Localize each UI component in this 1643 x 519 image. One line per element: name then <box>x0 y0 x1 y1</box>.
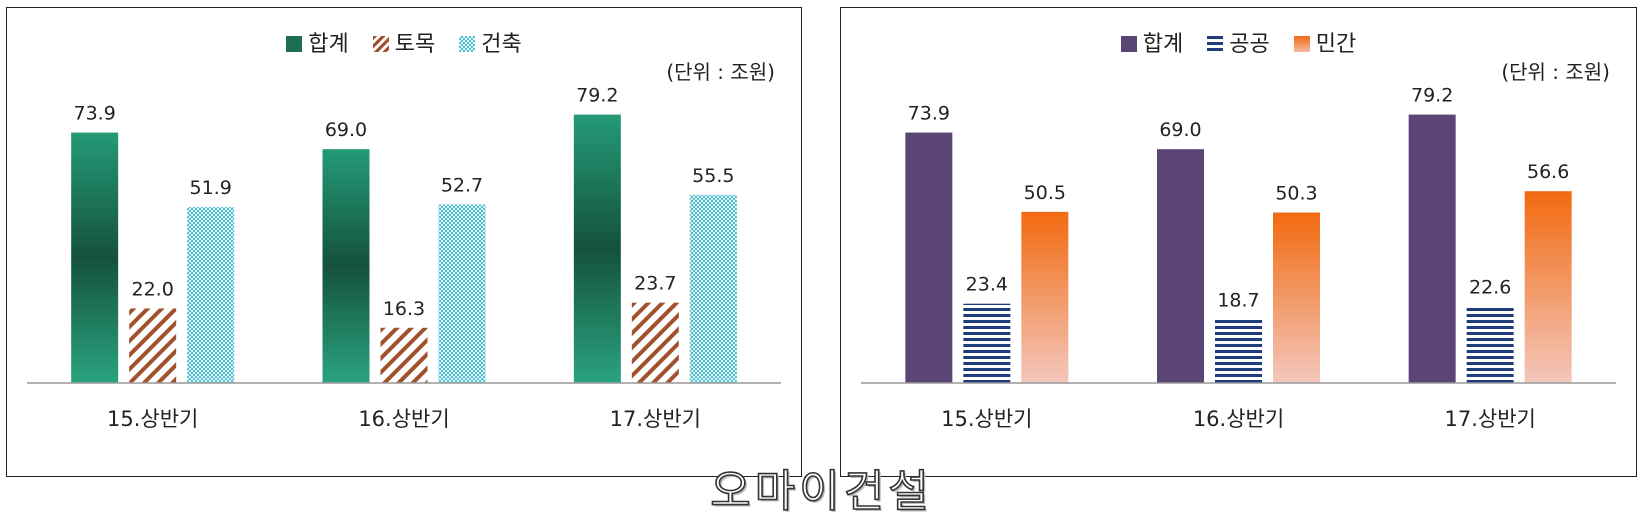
data-label-total-1: 73.9 <box>74 103 116 125</box>
x-tick-label: 16.상반기 <box>1193 407 1284 431</box>
x-tick-label: 15.상반기 <box>941 407 1032 431</box>
data-label-sub2-3: 55.5 <box>692 165 734 187</box>
legend-item-private: 민간 <box>1293 26 1357 58</box>
data-label-sub1-1: 23.4 <box>966 274 1008 296</box>
bar-total-3 <box>573 114 621 383</box>
data-label-sub1-3: 22.6 <box>1469 276 1511 298</box>
data-label-total-1: 73.9 <box>908 103 950 125</box>
bar-sub2-3 <box>1524 191 1572 383</box>
bar-chart-construction-type: 73.9 22.0 51.9 15.상반기 69.0 16.3 52.7 16.상반기 79.2… <box>27 85 781 431</box>
legend-swatch-civil <box>372 36 389 52</box>
bar-total-1 <box>71 132 119 383</box>
bar-sub2-2 <box>1273 212 1320 383</box>
data-label-total-2: 69.0 <box>1159 119 1201 141</box>
legend-label-building: 건축 <box>481 32 522 57</box>
legend-item-total: 합계 <box>286 26 349 58</box>
data-label-total-3: 79.2 <box>1411 85 1453 107</box>
bar-sub2-1 <box>1021 211 1069 383</box>
bar-sub1-3 <box>631 302 679 383</box>
legend-swatch-total <box>1120 36 1137 52</box>
legend-item-public: 공공 <box>1207 26 1270 58</box>
legend-swatch-private <box>1293 36 1310 52</box>
chart-legend: 합계 공공 민간 <box>841 26 1636 58</box>
bar-total-1 <box>905 132 953 383</box>
x-tick-label: 17.상반기 <box>610 407 701 431</box>
x-tick-label: 16.상반기 <box>358 407 449 431</box>
bar-sub2-1 <box>187 207 235 383</box>
chart-legend: 합계 토목 건축 <box>7 26 801 58</box>
bar-sub1-3 <box>1466 306 1514 383</box>
bar-sub2-2 <box>438 204 486 383</box>
bar-chart-sector: 73.9 23.4 50.5 15.상반기 69.0 18.7 50.3 16.상반기 79.2… <box>861 85 1616 431</box>
unit-label: (단위 : 조원) <box>1501 60 1610 84</box>
bar-total-2 <box>1157 149 1204 383</box>
data-label-total-2: 69.0 <box>325 119 367 141</box>
data-label-sub2-2: 50.3 <box>1275 183 1317 205</box>
unit-label: (단위 : 조원) <box>666 60 775 84</box>
data-label-sub2-3: 56.6 <box>1527 161 1569 183</box>
data-label-total-3: 79.2 <box>576 85 618 107</box>
bar-sub1-2 <box>380 327 428 383</box>
watermark-logo: 오마이건설 <box>709 465 933 518</box>
legend-label-civil: 토목 <box>394 32 436 57</box>
data-label-sub2-1: 51.9 <box>190 177 232 199</box>
data-label-sub1-3: 23.7 <box>634 273 676 295</box>
legend-item-building: 건축 <box>459 26 522 58</box>
bar-total-3 <box>1408 114 1456 383</box>
legend-swatch-public <box>1207 36 1224 52</box>
legend-label-total: 합계 <box>308 32 349 57</box>
bar-sub1-1 <box>129 308 177 383</box>
data-label-sub2-1: 50.5 <box>1024 182 1066 204</box>
legend-label-private: 민간 <box>1315 32 1357 57</box>
bar-sub1-1 <box>963 303 1011 383</box>
legend-label-public: 공공 <box>1229 32 1270 57</box>
legend-item-total: 합계 <box>1120 26 1184 58</box>
chart-panel-construction-type: 합계 토목 건축 (단위 : 조원) 73.9 22.0 51.9 15.상반기 69.0 1… <box>6 7 802 477</box>
data-label-sub1-2: 18.7 <box>1217 290 1259 312</box>
bar-sub2-3 <box>689 194 737 383</box>
data-label-sub2-2: 52.7 <box>441 174 483 196</box>
data-label-sub1-2: 16.3 <box>383 298 425 320</box>
bar-sub1-2 <box>1215 319 1262 383</box>
x-tick-label: 17.상반기 <box>1444 407 1535 431</box>
legend-swatch-total <box>286 36 303 52</box>
legend-label-total: 합계 <box>1142 32 1184 57</box>
data-label-sub1-1: 22.0 <box>132 278 174 300</box>
chart-panel-sector: 합계 공공 민간 (단위 : 조원) 73.9 23.4 50.5 15.상반기 69.0 1… <box>840 7 1637 477</box>
x-tick-label: 15.상반기 <box>107 407 198 431</box>
bar-total-2 <box>322 149 370 383</box>
legend-item-civil: 토목 <box>372 26 436 58</box>
legend-swatch-building <box>459 36 476 52</box>
